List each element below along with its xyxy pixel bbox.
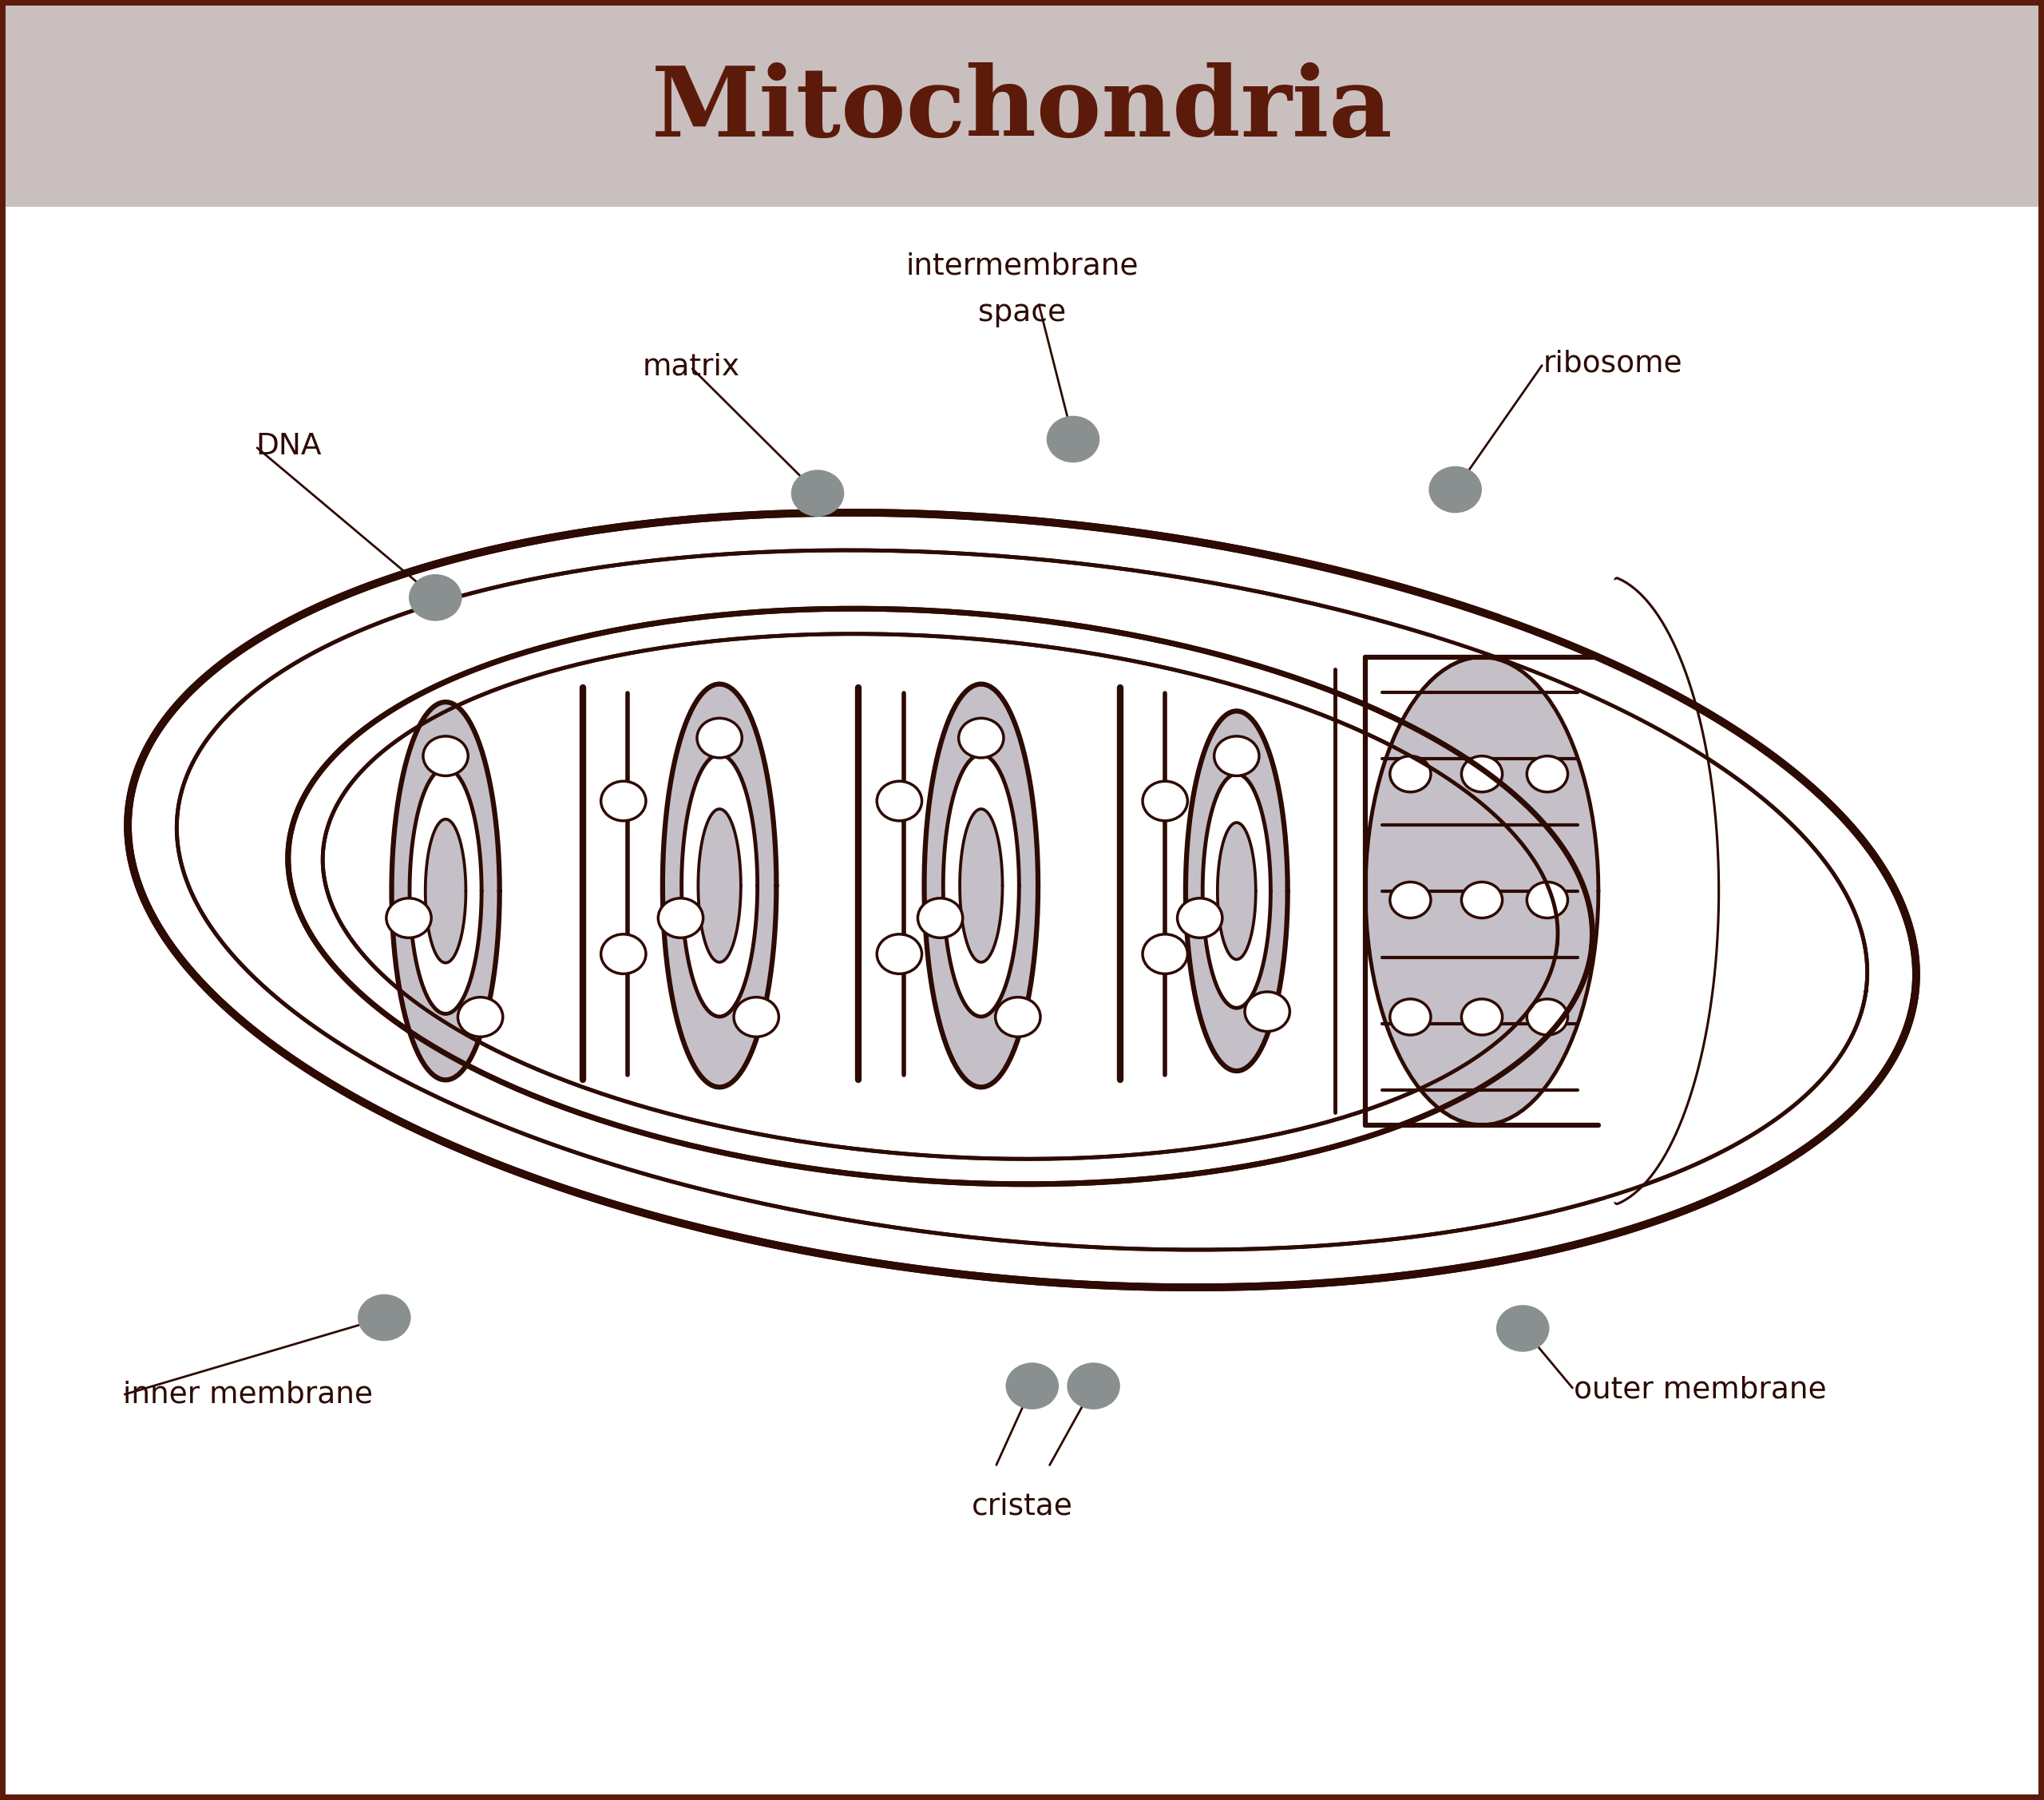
Circle shape	[601, 781, 646, 821]
Circle shape	[1067, 1363, 1120, 1409]
Text: Mitochondria: Mitochondria	[652, 63, 1392, 157]
Text: matrix: matrix	[642, 353, 740, 382]
Circle shape	[1390, 756, 1431, 792]
Text: inner membrane: inner membrane	[123, 1381, 372, 1409]
Circle shape	[1143, 934, 1188, 974]
Circle shape	[877, 934, 922, 974]
Bar	[0, 0, 2044, 207]
Polygon shape	[392, 702, 499, 1080]
Circle shape	[877, 781, 922, 821]
Circle shape	[1461, 756, 1502, 792]
Circle shape	[1527, 756, 1568, 792]
Circle shape	[697, 718, 742, 758]
Circle shape	[409, 574, 462, 621]
Text: outer membrane: outer membrane	[1574, 1375, 1827, 1404]
Polygon shape	[1365, 657, 1598, 1125]
Circle shape	[1429, 466, 1482, 513]
Polygon shape	[681, 754, 758, 1017]
Circle shape	[1006, 1363, 1059, 1409]
Circle shape	[358, 1294, 411, 1341]
Polygon shape	[288, 608, 1592, 1184]
Circle shape	[1143, 781, 1188, 821]
Circle shape	[1527, 999, 1568, 1035]
Circle shape	[1047, 416, 1100, 463]
Polygon shape	[425, 819, 466, 963]
Polygon shape	[176, 551, 1868, 1249]
Circle shape	[1390, 882, 1431, 918]
Circle shape	[959, 718, 1004, 758]
Polygon shape	[129, 513, 1915, 1287]
Circle shape	[1214, 736, 1259, 776]
Circle shape	[918, 898, 963, 938]
Circle shape	[658, 898, 703, 938]
Circle shape	[1177, 898, 1222, 938]
Polygon shape	[961, 808, 1002, 963]
Circle shape	[734, 997, 779, 1037]
Text: space: space	[977, 299, 1067, 328]
Polygon shape	[1202, 774, 1271, 1008]
Polygon shape	[662, 684, 777, 1087]
Polygon shape	[1365, 580, 1717, 1202]
Circle shape	[423, 736, 468, 776]
Polygon shape	[323, 634, 1558, 1159]
Circle shape	[601, 934, 646, 974]
Text: DNA: DNA	[256, 432, 321, 461]
Text: intermembrane: intermembrane	[905, 252, 1139, 281]
Circle shape	[458, 997, 503, 1037]
Text: ribosome: ribosome	[1543, 349, 1682, 378]
Polygon shape	[942, 754, 1020, 1017]
Polygon shape	[409, 769, 482, 1013]
Circle shape	[1527, 882, 1568, 918]
Circle shape	[1390, 999, 1431, 1035]
Polygon shape	[924, 684, 1038, 1087]
Polygon shape	[1186, 711, 1288, 1071]
Polygon shape	[699, 808, 740, 963]
Circle shape	[1496, 1305, 1549, 1352]
Circle shape	[1245, 992, 1290, 1031]
Circle shape	[791, 470, 844, 517]
Circle shape	[1461, 882, 1502, 918]
Polygon shape	[1218, 823, 1255, 959]
Circle shape	[386, 898, 431, 938]
Circle shape	[1461, 999, 1502, 1035]
Circle shape	[995, 997, 1040, 1037]
Text: cristae: cristae	[971, 1492, 1073, 1521]
